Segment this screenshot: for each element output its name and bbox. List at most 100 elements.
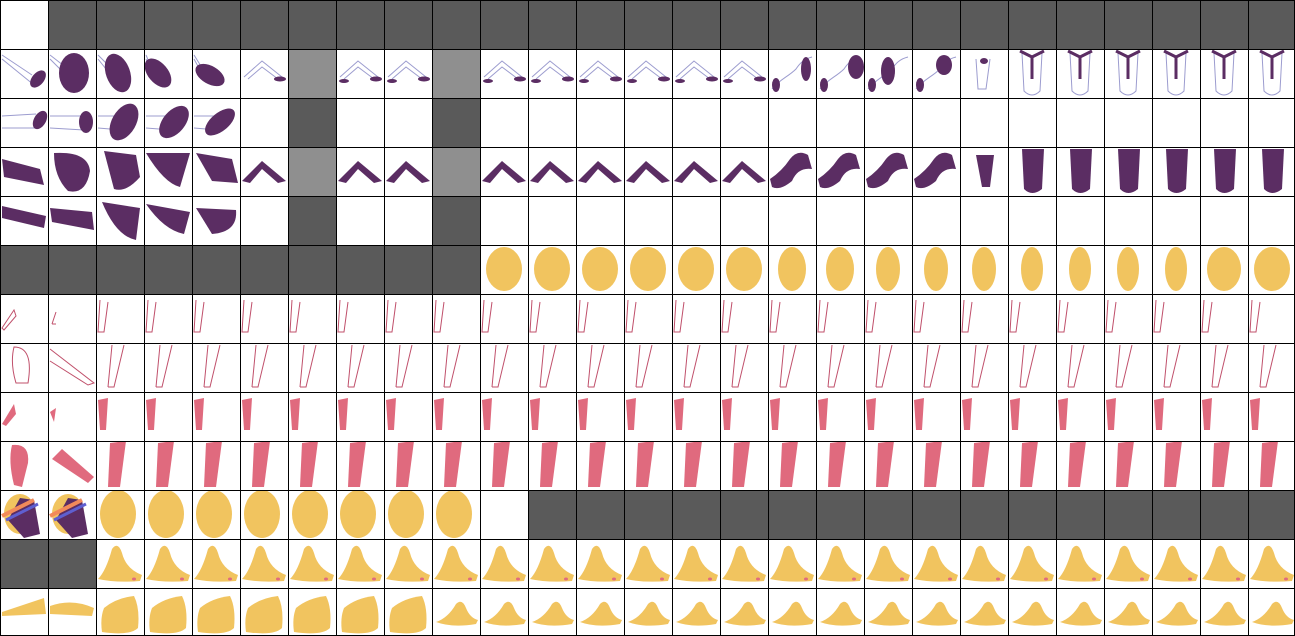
yellow-foot [341, 596, 379, 634]
pink-outline [721, 299, 733, 333]
pink-outline-sprite [587, 344, 605, 388]
yellow-oval-sprite [196, 490, 232, 538]
yellow-oval-sprite [972, 247, 996, 291]
yellow-foot-sprite [101, 596, 139, 634]
pink-toe-dot [420, 577, 424, 581]
chevron-outline [339, 60, 379, 80]
yellow-foot [530, 545, 574, 582]
purple-blob [848, 55, 864, 79]
pink-solid-sprite [626, 398, 636, 430]
pink-outline [193, 299, 205, 333]
pink-outline-sprite [1057, 299, 1069, 333]
pink-outline [1249, 299, 1261, 333]
pink-solid-sprite [348, 441, 366, 487]
pink-solid [10, 444, 29, 487]
pink-solid [146, 398, 156, 430]
purple-solid-sprite [146, 153, 190, 187]
pink-solid-sprite [636, 441, 654, 487]
pink-solid [674, 398, 684, 430]
outline-chevron-sprite [675, 60, 718, 83]
purple-blob [144, 58, 172, 88]
outline-chevron-sprite [339, 60, 382, 83]
pink-solid-sprite [540, 441, 558, 487]
purple-solid-sprite [196, 153, 238, 183]
outline-stroke [1, 54, 35, 86]
pink-solid-sprite [1212, 441, 1230, 487]
pink-solid-sprite [780, 441, 798, 487]
pink-outline-sprite [635, 344, 653, 388]
purple-chevron-sprite [482, 161, 526, 183]
purple-blob [772, 78, 780, 92]
yellow-foot-sprite [772, 601, 814, 626]
pink-solid-sprite [1202, 398, 1212, 430]
pink-solid [252, 441, 270, 487]
pink-outline [1057, 299, 1069, 333]
pink-solid-sprite [578, 398, 588, 430]
outline-u-sprite [1067, 49, 1093, 96]
yellow-foot-sprite [436, 601, 478, 626]
pink-solid-sprite [876, 441, 894, 487]
pink-outline [1019, 344, 1037, 388]
pink-solid-sprite [924, 441, 942, 487]
pink-outline-sprite [731, 344, 749, 388]
purple-solid-sprite [104, 151, 140, 190]
pink-outline [683, 344, 701, 388]
pink-solid-sprite [338, 398, 348, 430]
purple-tip [706, 76, 718, 82]
pink-outline [443, 344, 461, 388]
yellow-foot-sprite [866, 545, 910, 582]
purple-v [1067, 49, 1093, 79]
pink-outline-sprite [395, 344, 413, 388]
yellow-oval-sprite [292, 490, 328, 538]
multicolor-sprite [1, 494, 40, 538]
purple-chevron-sprite [338, 161, 382, 183]
yellow-foot-sprite [484, 601, 526, 626]
pink-outline-sprite [289, 299, 301, 333]
pink-solid [540, 441, 558, 487]
pink-outline-sprite [97, 299, 109, 333]
pink-outline-sprite [1201, 299, 1213, 333]
yellow-foot-sprite [242, 545, 286, 582]
yellow-foot [964, 601, 1006, 626]
pink-solid-sprite [866, 398, 876, 430]
pink-solid-sprite [146, 398, 156, 430]
purple-chevron [386, 161, 430, 183]
outline-chevron-sprite [579, 60, 622, 83]
purple-tall-sprite [1214, 149, 1236, 193]
pink-solid [588, 441, 606, 487]
pink-toe-dot [180, 577, 184, 581]
chevron-outline [627, 60, 667, 80]
yellow-foot-sprite [964, 601, 1006, 626]
purple-shape [104, 151, 140, 190]
yellow-foot [50, 602, 94, 616]
yellow-foot [98, 545, 142, 582]
pink-outline-sprite [203, 344, 221, 388]
yellow-oval [148, 490, 184, 538]
pink-solid-sprite [1116, 441, 1134, 487]
yellow-foot [1012, 601, 1054, 626]
pink-outline [635, 344, 653, 388]
pink-solid-sprite [972, 441, 990, 487]
purple-chevron [626, 161, 670, 183]
purple-tip [658, 76, 670, 82]
pink-toe-dot [1188, 577, 1192, 581]
pink-solid-sprite [684, 441, 702, 487]
pink-toe-dot [1092, 577, 1096, 581]
yellow-foot-sprite [293, 596, 331, 634]
yellow-foot-sprite [530, 545, 574, 582]
pink-outline-sprite [683, 344, 701, 388]
purple-blob [881, 57, 895, 85]
purple-tall-sprite [1262, 149, 1284, 193]
yellow-oval-sprite [534, 247, 570, 291]
pink-solid-sprite [1058, 398, 1068, 430]
pink-toe-dot [1236, 577, 1240, 581]
blue-stripe [53, 502, 87, 522]
yellow-foot [626, 545, 670, 582]
purple-tip [579, 79, 589, 83]
yellow-foot-sprite [676, 601, 718, 626]
yellow-foot [482, 545, 526, 582]
yellow-oval [1254, 247, 1290, 291]
pink-outline-sprite [1019, 344, 1037, 388]
outline-limb-sprite [145, 105, 189, 139]
pink-outline [97, 299, 109, 333]
